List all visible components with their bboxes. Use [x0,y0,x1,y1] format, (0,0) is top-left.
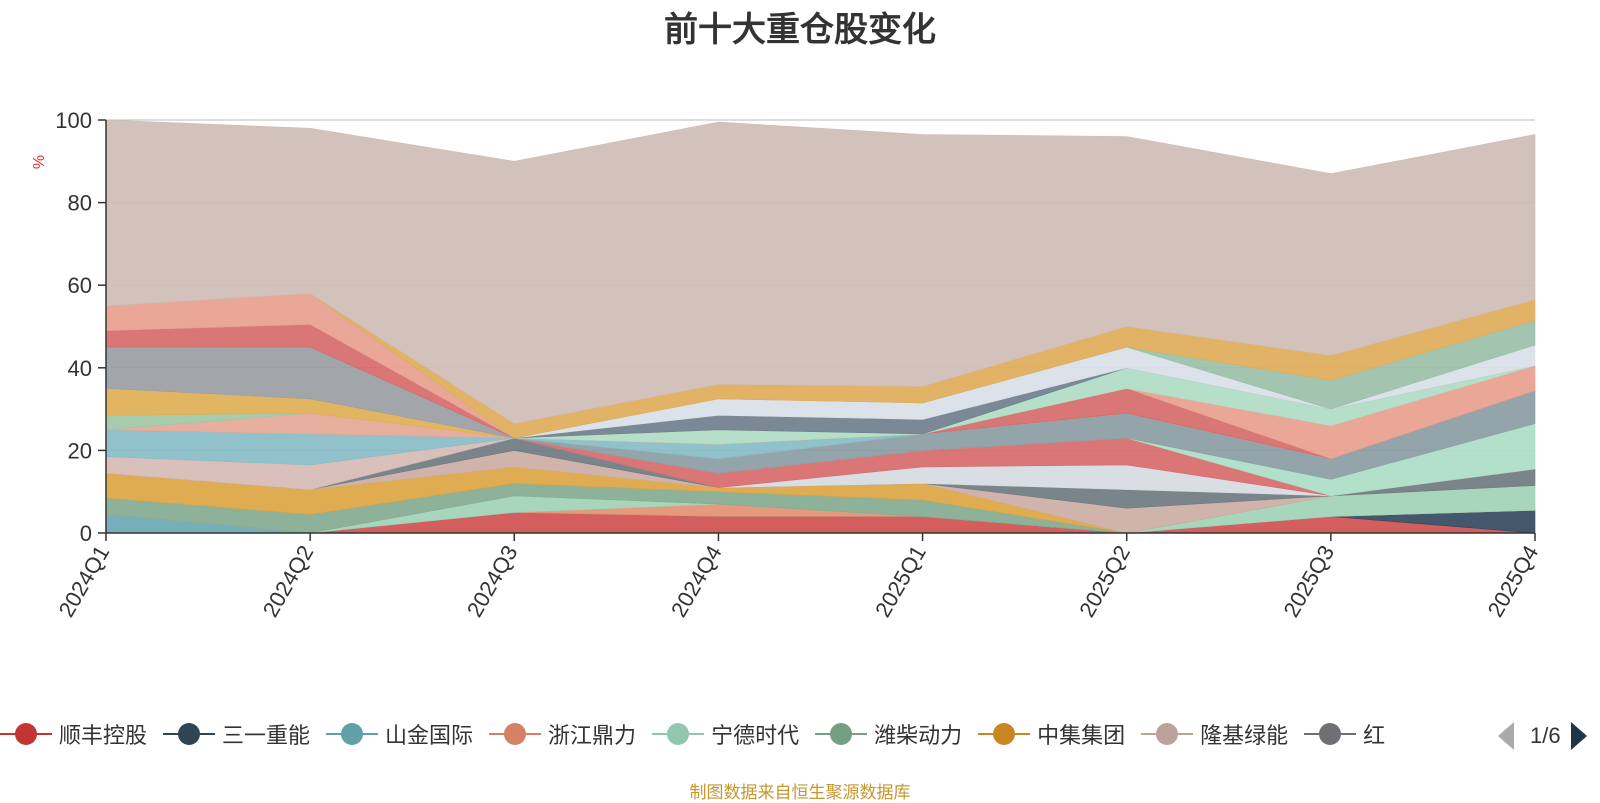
legend-swatch-icon [163,721,216,747]
legend-item[interactable]: 中集集团 [978,714,1125,754]
x-tick-label: 2024Q4 [666,541,727,621]
legend-label: 浙江鼎力 [548,723,637,748]
legend-swatch-icon [978,721,1031,747]
legend-swatch-icon [326,721,379,747]
legend-next-page-icon[interactable] [1570,722,1587,750]
legend-swatch-icon [815,721,868,747]
x-tick-label: 2024Q2 [258,541,319,621]
legend: 顺丰控股 三一重能 山金国际 浙江鼎力 宁德时代 潍柴动力 中集集团 隆基绿能 红 [0,714,1478,754]
legend-item[interactable]: 三一重能 [163,714,310,754]
x-tick-label: 2025Q1 [870,541,931,621]
y-tick-label: 20 [68,438,92,463]
x-tick-label: 2024Q1 [54,541,115,621]
legend-label: 顺丰控股 [59,723,148,748]
legend-pager: 1/6 [1498,718,1598,754]
legend-page-indicator: 1/6 [1530,723,1561,748]
area-chart: 0 20 40 60 80 100% 2024Q1 2024Q2 2024Q3 2024Q4 202… [31,108,1544,621]
legend-swatch-icon [0,721,52,747]
legend-item[interactable]: 顺丰控股 [0,714,147,754]
area-series-27[interactable] [105,119,1536,424]
source-footnote: 制图数据来自恒生聚源数据库 [689,783,911,802]
x-tick-label: 2025Q2 [1074,541,1135,621]
chart-title: 前十大重仓股变化 [664,11,936,49]
legend-swatch-icon [1141,721,1194,747]
legend-label: 宁德时代 [711,723,800,748]
legend-swatch-icon [1304,721,1357,747]
legend-item[interactable]: 隆基绿能 [1141,714,1288,754]
legend-label: 三一重能 [222,723,311,748]
x-tick-label: 2024Q3 [462,541,523,621]
y-axis-label: % [31,155,48,169]
y-tick-label: 0 [80,521,92,546]
y-tick-label: 60 [68,273,92,298]
legend-label: 红 [1363,723,1386,748]
legend-swatch-icon [652,721,705,747]
x-tick-label: 2025Q4 [1483,541,1544,621]
legend-label: 隆基绿能 [1200,723,1289,748]
legend-label: 山金国际 [385,723,474,748]
legend-item[interactable]: 红 [1304,714,1385,754]
legend-item[interactable]: 浙江鼎力 [489,714,636,754]
legend-item[interactable]: 潍柴动力 [815,714,962,754]
y-tick-label: 100 [55,108,92,133]
legend-swatch-icon [489,721,542,747]
legend-prev-page-icon[interactable] [1498,722,1514,750]
y-tick-label: 80 [68,191,92,216]
y-tick-label: 40 [68,356,92,381]
legend-item[interactable]: 山金国际 [326,714,473,754]
legend-label: 中集集团 [1037,723,1126,748]
legend-label: 潍柴动力 [874,723,963,748]
x-tick-label: 2025Q3 [1278,541,1339,621]
legend-item[interactable]: 宁德时代 [652,714,799,754]
